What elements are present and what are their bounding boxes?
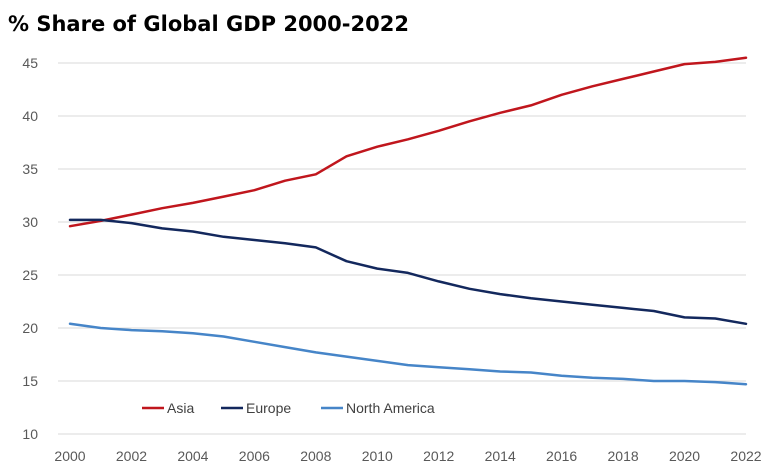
x-tick-label: 2004 [177,448,208,464]
gridlines [58,62,746,435]
y-tick-label: 15 [22,373,38,389]
x-tick-label: 2016 [546,448,577,464]
legend-label-europe: Europe [246,400,291,416]
y-tick-label: 25 [22,267,38,283]
legend-label-north-america: North America [346,400,435,416]
legend: Asia Europe North America [142,400,435,416]
x-tick-label: 2012 [423,448,454,464]
series-line-asia [68,56,748,228]
x-tick-label: 2000 [54,448,85,464]
y-tick-label: 40 [22,108,38,124]
series-line-north-america [68,322,748,386]
y-tick-label: 35 [22,161,38,177]
x-tick-label: 2020 [669,448,700,464]
y-axis-ticks: 10 15 20 25 30 35 40 45 [22,55,38,442]
series-line-europe [68,218,748,326]
y-tick-label: 45 [22,55,38,71]
x-tick-label: 2006 [239,448,270,464]
x-tick-label: 2014 [485,448,516,464]
x-tick-label: 2022 [730,448,761,464]
series-lines [68,56,748,386]
x-tick-label: 2018 [608,448,639,464]
y-tick-label: 10 [22,426,38,442]
x-tick-label: 2010 [362,448,393,464]
chart-title: % Share of Global GDP 2000-2022 [8,12,409,36]
legend-label-asia: Asia [167,400,194,416]
x-tick-label: 2002 [116,448,147,464]
x-tick-label: 2008 [300,448,331,464]
x-axis-ticks: 2000 2002 2004 2006 2008 2010 2012 2014 2016 2018… [54,448,761,464]
y-tick-label: 30 [22,214,38,230]
y-tick-label: 20 [22,320,38,336]
